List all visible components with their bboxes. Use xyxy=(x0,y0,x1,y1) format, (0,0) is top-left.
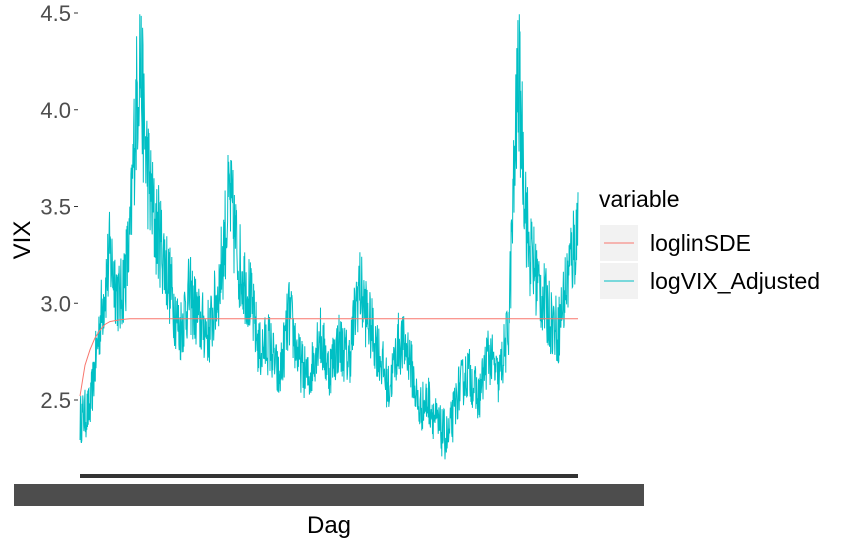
y-axis-title: VIX xyxy=(9,221,36,260)
series-layer xyxy=(79,14,579,460)
legend: variable loglinSDE logVIX_Adjusted xyxy=(599,186,820,299)
x-tick-labels xyxy=(14,484,644,506)
legend-label-loglinSDE: loglinSDE xyxy=(650,230,751,256)
y-ticks: 2.5 3.0 3.5 4.0 4.5 xyxy=(40,1,78,413)
series-line-logVIX_Adjusted xyxy=(79,14,579,460)
y-tick-label: 4.0 xyxy=(40,98,71,123)
x-axis xyxy=(14,474,644,506)
legend-label-logVIX: logVIX_Adjusted xyxy=(650,268,820,294)
x-axis-title: Dag xyxy=(307,512,351,539)
plot-area xyxy=(79,14,579,460)
legend-title: variable xyxy=(599,186,680,212)
x-tick-labels-overlap xyxy=(14,484,644,506)
y-tick-label: 4.5 xyxy=(40,1,71,26)
series-line-loglinSDE xyxy=(79,318,578,397)
y-tick-label: 3.5 xyxy=(40,195,71,220)
y-tick-label: 3.0 xyxy=(40,291,71,316)
y-tick-label: 2.5 xyxy=(40,388,71,413)
